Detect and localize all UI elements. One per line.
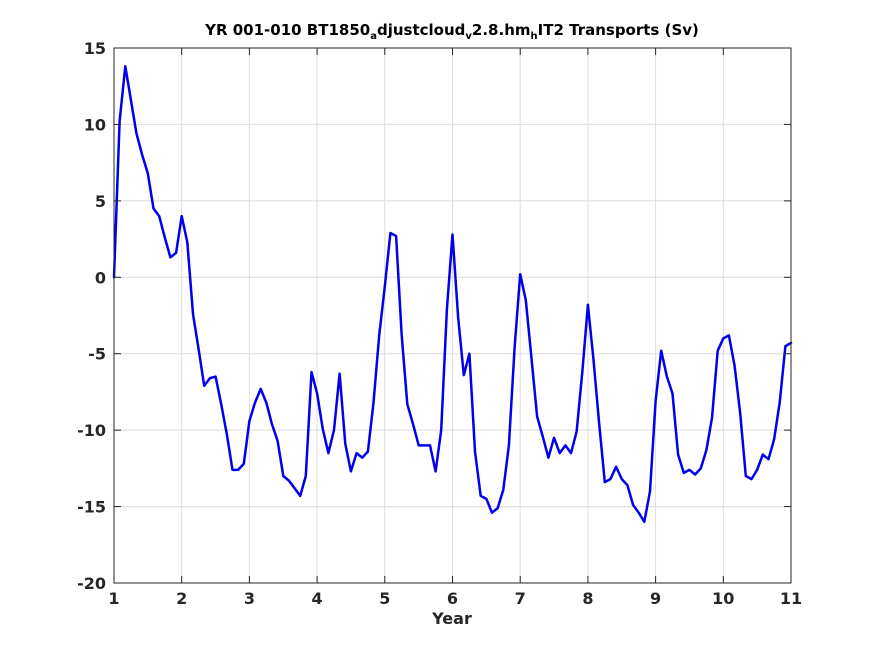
x-tick-label: 6: [447, 589, 458, 608]
y-tick-label: 15: [84, 39, 106, 58]
x-tick-label: 2: [176, 589, 187, 608]
y-tick-label: 10: [84, 115, 106, 134]
y-tick-label: -20: [77, 574, 106, 593]
x-tick-label: 3: [244, 589, 255, 608]
title-subscript: a: [370, 31, 377, 42]
x-axis-title: Year: [431, 609, 472, 628]
x-tick-label: 1: [108, 589, 119, 608]
chart-title: YR 001-010 BT1850adjustcloudv2.8.hmhIT2 …: [204, 21, 699, 42]
title-subscript: v: [465, 31, 472, 42]
y-tick-label: -10: [77, 421, 106, 440]
axis-ticks: [113, 47, 792, 584]
y-tick-label: -5: [88, 345, 106, 364]
x-tick-label: 4: [312, 589, 323, 608]
title-segment: YR 001-010 BT1850: [204, 21, 370, 39]
x-tick-label: 7: [515, 589, 526, 608]
series-layer: [112, 65, 793, 524]
x-tick-label: 9: [650, 589, 661, 608]
title-subscript: h: [531, 31, 538, 42]
x-tick-labels: 1 2 3 4 5 6 7 8 9 10 11: [108, 589, 802, 608]
title-segment: IT2 Transports (Sv): [538, 21, 699, 39]
series-line: [112, 65, 793, 524]
y-tick-label: 5: [95, 192, 106, 211]
x-tick-label: 5: [379, 589, 390, 608]
x-tick-label: 11: [780, 589, 802, 608]
y-tick-label: 0: [95, 268, 106, 287]
title-segment: djustcloud: [377, 21, 465, 39]
y-tick-label: -15: [77, 498, 106, 517]
title-segment: 2.8.hm: [472, 21, 531, 39]
x-tick-label: 8: [582, 589, 593, 608]
x-tick-label: 10: [712, 589, 734, 608]
y-tick-labels: 15 10 5 0 -5 -10 -15 -20: [77, 39, 106, 593]
